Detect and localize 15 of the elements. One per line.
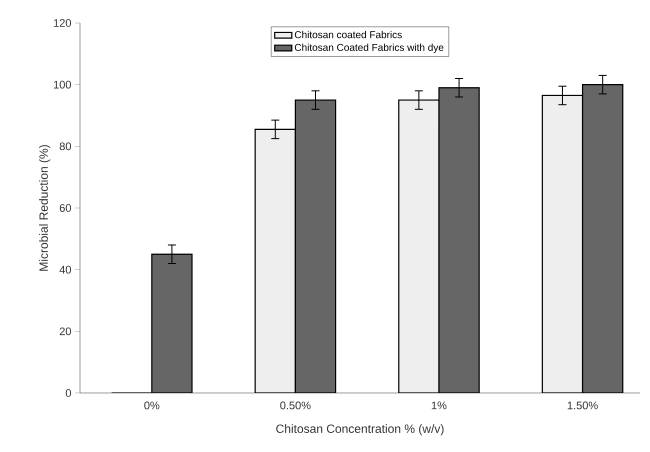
x-tick-label: 0.50% [280, 402, 311, 410]
y-tick-label: 60 [60, 204, 72, 212]
x-tick-label: 0% [144, 402, 160, 410]
y-tick-label: 40 [59, 266, 72, 274]
legend-label: Chitosan coated Fabrics [294, 30, 402, 38]
y-tick-label: 100 [54, 80, 72, 89]
x-tick-label: 1% [432, 402, 447, 410]
y-axis-title: Microbial Reduction (%) [39, 145, 50, 271]
legend-label: Chitosan Coated Fabrics with dye [294, 44, 444, 53]
x-axis-title: Chitosan Concentration % (w/v) [276, 424, 444, 436]
y-tick-label: 120 [54, 19, 72, 27]
y-tick-label: 0 [66, 389, 72, 397]
y-tick-label: 20 [60, 327, 72, 336]
y-tick-label: 80 [60, 142, 72, 150]
x-tick-label: 1.50% [568, 402, 598, 410]
